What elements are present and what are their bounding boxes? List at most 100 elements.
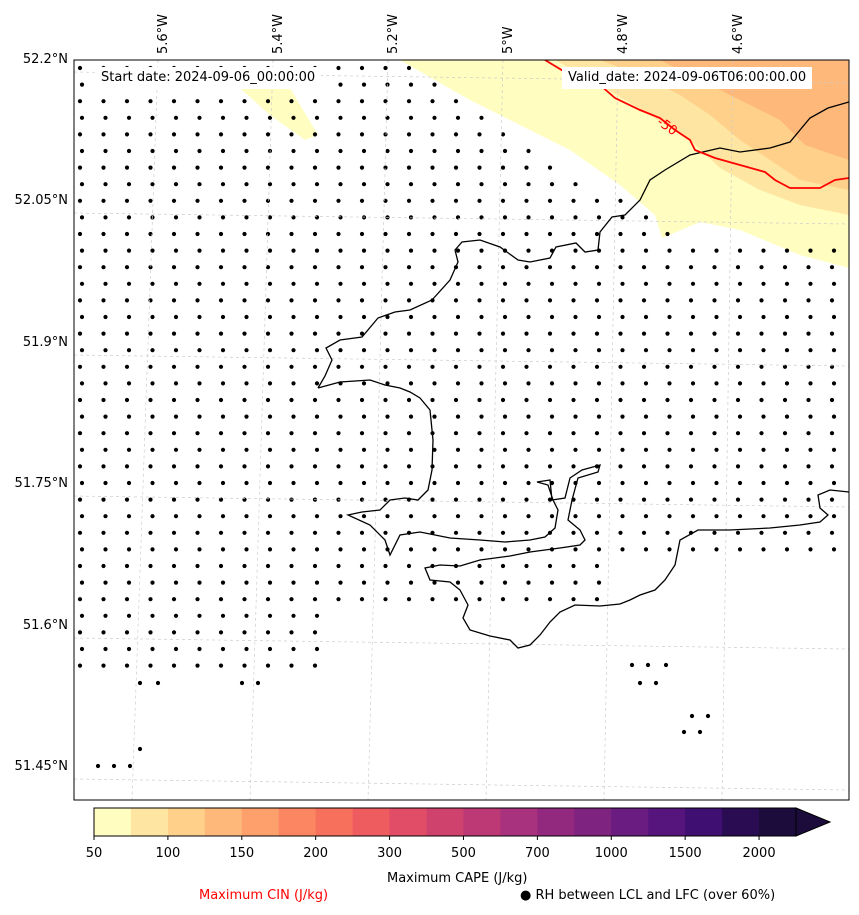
rh-dot <box>385 447 390 452</box>
rh-dot <box>79 215 85 220</box>
rh-dot <box>549 215 555 220</box>
rh-dot <box>218 231 224 237</box>
rh-dot <box>103 248 108 253</box>
colorbar-segment <box>352 808 391 836</box>
rh-dot <box>124 331 130 336</box>
rh-dot <box>524 331 529 336</box>
rh-dot <box>408 514 414 519</box>
rh-dot <box>79 281 85 286</box>
rh-dot <box>594 530 600 535</box>
rh-dot <box>77 497 83 502</box>
rh-dot <box>573 447 578 452</box>
rh-dot <box>759 497 764 502</box>
rh-dot <box>171 99 177 104</box>
rh-dot <box>171 563 177 569</box>
rh-dot <box>289 265 294 270</box>
rh-dot <box>126 646 132 652</box>
rh-dot <box>690 447 696 452</box>
rh-dot <box>808 381 813 386</box>
rh-dot <box>408 580 414 585</box>
rh-dot <box>806 331 811 336</box>
rh-dot <box>218 431 224 436</box>
rh-dot <box>806 265 811 270</box>
lat-label: 51.75°N <box>14 476 68 491</box>
rh-dot <box>265 198 271 203</box>
rh-dot <box>267 613 273 618</box>
rh-dot <box>79 248 85 253</box>
rh-dot <box>665 364 670 369</box>
rh-dot <box>808 414 813 419</box>
rh-dot <box>150 115 155 120</box>
rh-dot <box>690 414 696 419</box>
rh-dot <box>643 480 649 486</box>
rh-dot <box>289 397 294 403</box>
rh-dot <box>737 480 743 486</box>
rh-dot <box>359 597 365 602</box>
rh-dot <box>150 414 155 419</box>
rh-dot <box>385 381 390 386</box>
rh-dot <box>571 364 576 369</box>
rh-dot <box>573 580 578 585</box>
rh-dot <box>549 447 555 452</box>
rh-dot <box>549 580 555 585</box>
rh-dot <box>571 464 576 469</box>
rh-dot <box>596 281 602 286</box>
rh-dot <box>831 314 837 320</box>
rh-dot <box>383 497 388 502</box>
rh-dot <box>831 447 837 452</box>
rh-dot <box>784 547 790 552</box>
rh-dot <box>126 148 132 154</box>
rh-dot <box>641 331 647 336</box>
rh-dot <box>502 547 508 552</box>
rh-dot <box>406 132 412 137</box>
rh-dot <box>829 331 835 336</box>
rh-dot <box>218 563 224 569</box>
rh-dot <box>714 480 719 486</box>
rh-dot <box>220 447 226 452</box>
lon-label: 5°W <box>501 26 516 54</box>
rh-dot <box>218 597 224 602</box>
rh-dot <box>103 148 108 154</box>
lon-label: 4.8°W <box>616 13 631 54</box>
rh-dot <box>291 148 296 154</box>
rh-dot <box>359 497 365 502</box>
rh-dot <box>712 397 717 403</box>
rh-dot <box>759 298 764 303</box>
rh-dot <box>526 414 531 419</box>
rh-dot <box>312 265 318 270</box>
rh-dot <box>594 397 600 403</box>
rh-dot <box>735 397 741 403</box>
rh-dot <box>547 464 553 469</box>
rh-dot <box>150 281 155 286</box>
rh-dot <box>500 331 506 336</box>
rh-dot <box>148 298 153 303</box>
rh-dot <box>477 331 482 336</box>
rh-dot <box>171 132 177 137</box>
rh-dot <box>267 514 273 519</box>
rh-dot <box>103 215 108 220</box>
rh-dot <box>524 563 529 569</box>
rh-dot <box>338 580 343 585</box>
rh-dot <box>173 646 179 652</box>
colorbar-frame <box>93 807 797 837</box>
rh-dot <box>784 248 790 253</box>
rh-dot <box>244 381 249 386</box>
rh-dot <box>784 381 790 386</box>
rh-dot <box>291 115 296 120</box>
rh-dot <box>124 563 130 569</box>
rh-dot <box>406 298 412 303</box>
rh-dot <box>244 646 249 652</box>
rh-dot <box>620 215 625 220</box>
rh-dot <box>430 397 435 403</box>
rh-dot <box>406 265 412 270</box>
rh-dot <box>643 248 649 253</box>
rh-dot <box>479 248 484 253</box>
rh-dot <box>688 298 694 303</box>
rh-dot <box>455 447 461 452</box>
rh-dot <box>831 480 837 486</box>
rh-dot <box>359 431 365 436</box>
rh-dot <box>712 530 717 535</box>
rh-dot <box>549 348 555 353</box>
rh-dot <box>242 99 247 104</box>
